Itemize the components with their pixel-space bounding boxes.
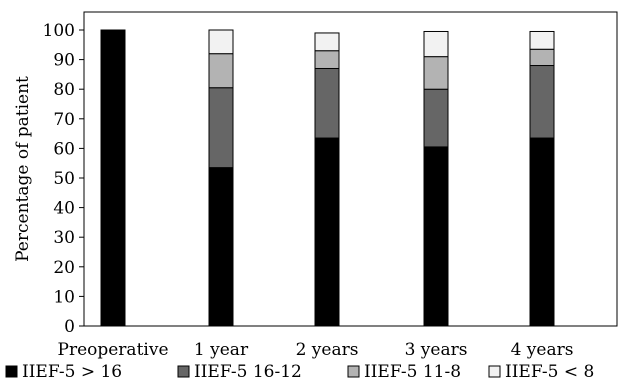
y-axis-ticks: 0 10 20 30 40 50 60 70 80 90 100 — [43, 21, 84, 337]
bar-segment — [314, 67, 340, 139]
bar-segment — [208, 53, 234, 89]
y-tick-label: 10 — [53, 287, 75, 307]
legend-label: IIEF-5 > 16 — [22, 362, 122, 381]
category-label: 4 years — [511, 340, 574, 360]
category-label: Preoperative — [58, 340, 169, 360]
legend-swatch — [5, 365, 18, 378]
bar-segment — [529, 137, 555, 327]
bars — [100, 29, 555, 327]
legend-swatch — [488, 365, 501, 378]
legend-swatch — [177, 365, 190, 378]
category-label: 2 years — [296, 340, 359, 360]
legend-label: IIEF-5 16-12 — [194, 362, 302, 381]
category-label: 1 year — [194, 340, 249, 360]
bar-segment — [529, 65, 555, 139]
y-tick-label: 90 — [53, 51, 75, 71]
y-tick-label: 0 — [64, 317, 75, 337]
y-tick-label: 20 — [53, 258, 75, 278]
bar-segment — [314, 32, 340, 52]
y-axis-label: Percentage of patient — [13, 76, 33, 262]
legend-swatch — [347, 365, 360, 378]
bar-segment — [208, 87, 234, 169]
bar-segment — [423, 56, 449, 90]
bar-segment — [100, 29, 126, 327]
legend-label: IIEF-5 11-8 — [364, 362, 461, 381]
y-tick-label: 30 — [53, 228, 75, 248]
bar-segment — [423, 30, 449, 58]
bar-segment — [529, 48, 555, 67]
plot-frame — [83, 11, 618, 327]
legend: IIEF-5 > 16 IIEF-5 16-12 IIEF-5 11-8 IIEF-5… — [5, 362, 594, 381]
y-tick-label: 60 — [53, 139, 75, 159]
legend-label: IIEF-5 < 8 — [505, 362, 594, 381]
x-axis-categories: Preoperative 1 year 2 years 3 years 4 years — [58, 340, 574, 360]
y-tick-label: 70 — [53, 110, 75, 130]
bar-segment — [208, 29, 234, 55]
bar-segment — [423, 146, 449, 327]
bar-segment — [208, 167, 234, 327]
y-tick-label: 50 — [53, 169, 75, 189]
category-label: 3 years — [405, 340, 468, 360]
bar-segment — [314, 137, 340, 327]
y-tick-label: 100 — [43, 21, 75, 41]
bar-segment — [314, 50, 340, 69]
y-tick-label: 80 — [53, 80, 75, 100]
bar-segment — [423, 88, 449, 148]
bar-segment — [529, 30, 555, 50]
y-tick-label: 40 — [53, 199, 75, 219]
